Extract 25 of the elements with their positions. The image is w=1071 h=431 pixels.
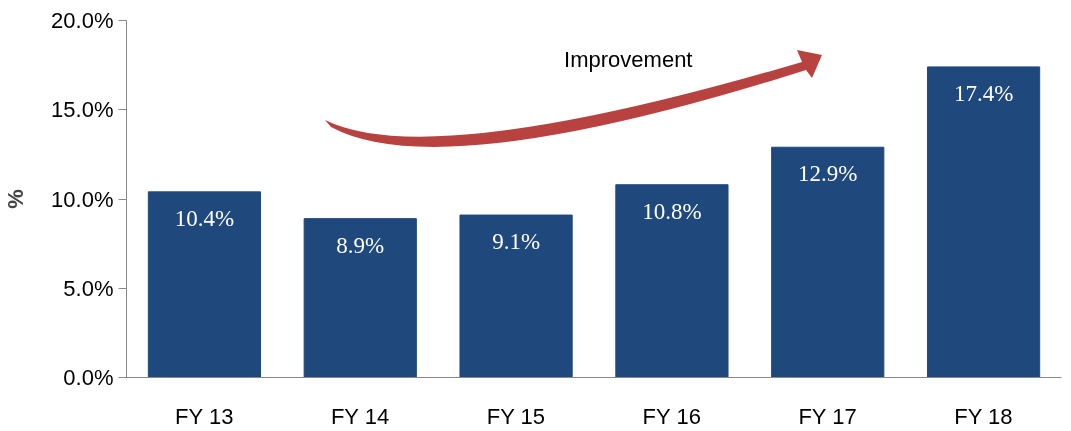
x-tick-label: FY 14	[330, 403, 390, 429]
data-label: 8.9%	[336, 232, 385, 258]
data-label: 10.8%	[642, 198, 702, 224]
x-tick-label: FY 15	[486, 403, 546, 429]
data-label: 9.1%	[492, 229, 541, 255]
y-tick-label: 20.0%	[51, 8, 114, 33]
data-label: 12.9%	[798, 161, 858, 187]
bar	[771, 146, 885, 378]
x-tick-label: FY 13	[175, 403, 234, 429]
y-axis-title: %	[3, 189, 29, 209]
bar	[615, 184, 729, 378]
bar	[147, 191, 262, 378]
bar	[459, 214, 573, 378]
annotation: Improvement	[564, 47, 693, 73]
y-tick-label: 10.0%	[51, 186, 114, 212]
bar	[303, 218, 417, 378]
y-tick-label: 5.0%	[63, 275, 114, 301]
data-label: 10.4%	[174, 205, 235, 231]
x-tick-label: FY 16	[642, 403, 701, 429]
x-tick-label: FY 17	[798, 403, 857, 429]
data-label: 17.4%	[953, 80, 1014, 106]
y-tick-label: 0.0%	[63, 365, 114, 390]
x-tick-label: FY 18	[954, 403, 1013, 429]
y-tick-label: 15.0%	[51, 97, 114, 123]
bar	[926, 66, 1041, 378]
